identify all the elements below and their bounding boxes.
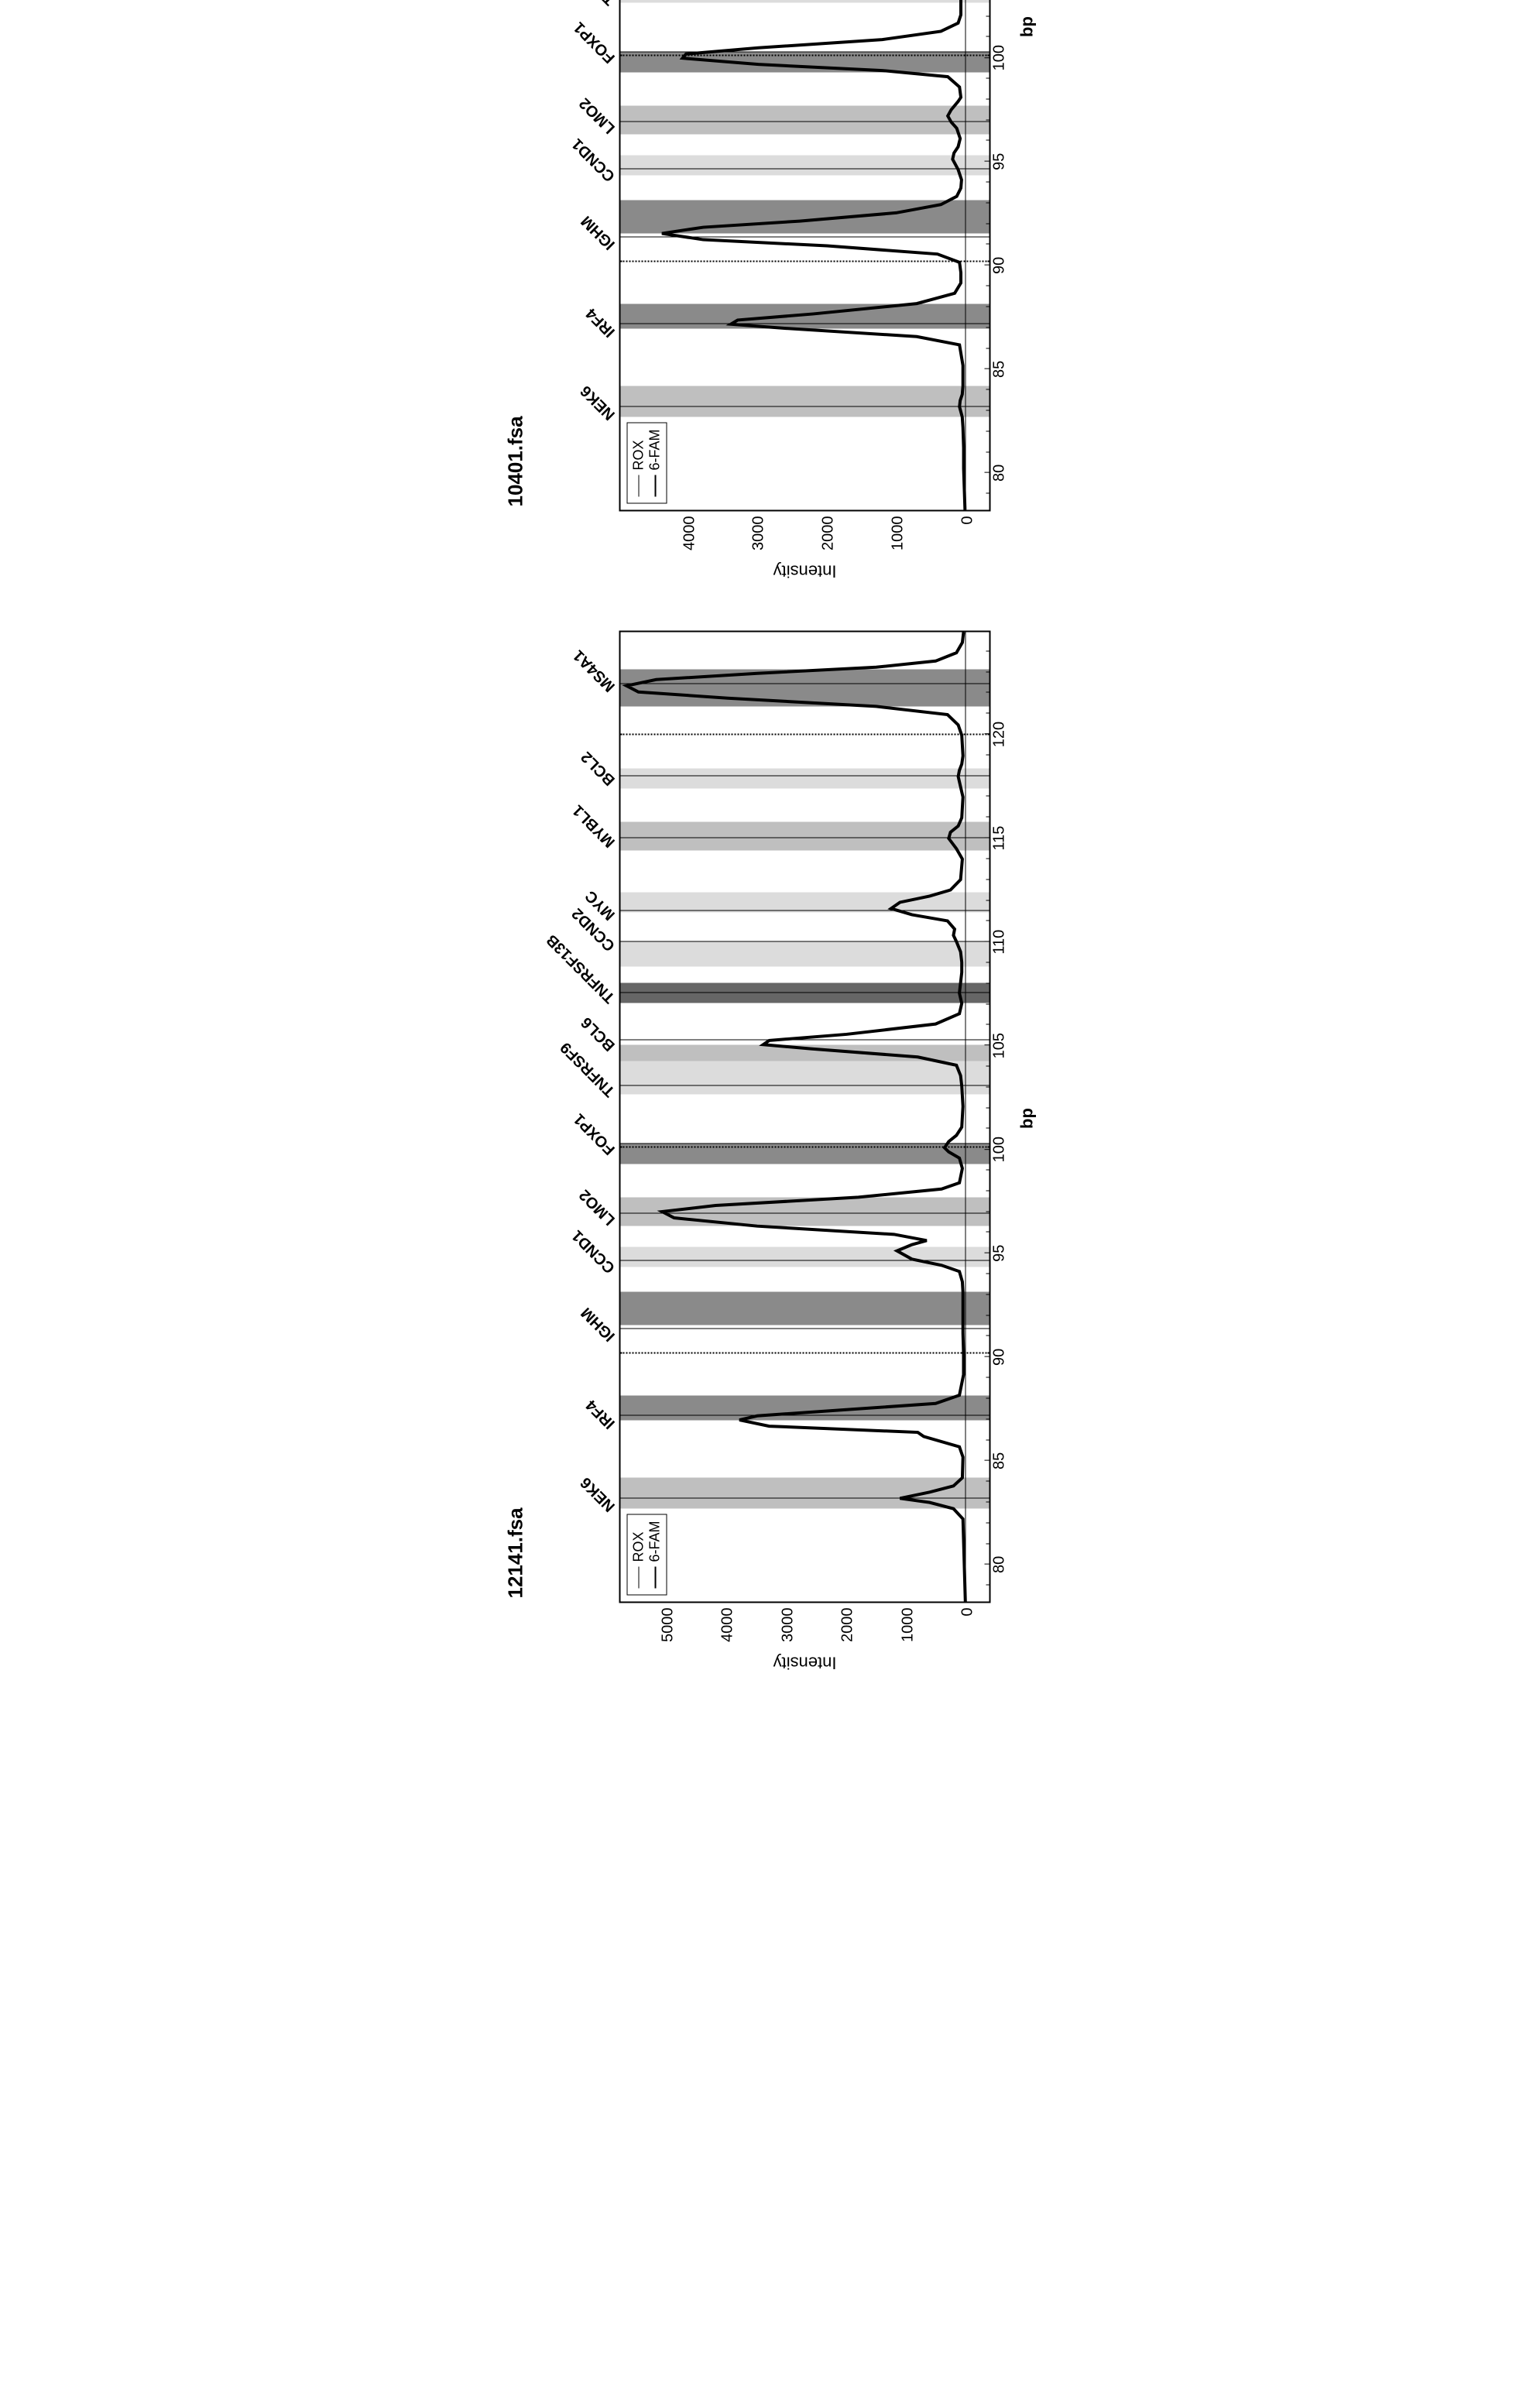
plot-box: ROX6-FAM [619,631,990,1603]
y-axis-label: Intensity [619,558,990,585]
y-tick: 1000 [899,1608,917,1643]
intensity-trace [620,633,989,1602]
x-tick-label: 85 [990,1452,1008,1469]
y-tick: 2000 [839,1608,856,1643]
x-tick: 85 [990,1452,1008,1469]
x-tick-label: 115 [990,826,1008,851]
x-axis-label: bp [1017,631,1037,1606]
x-tick: 115 [990,826,1008,851]
legend-item: 6-FAM [647,1521,663,1588]
x-ticks: 80 85 90 95 100 105 110 115 120 [990,631,1014,1606]
legend-item: ROX [630,1521,647,1588]
x-tick: 80 [990,1556,1008,1573]
x-tick-label: 120 [990,722,1008,747]
y-axis-label: Intensity [619,1650,990,1676]
x-tick: 90 [990,257,1008,274]
legend: ROX6-FAM [626,422,667,503]
gene-label: IRF4 [582,304,619,341]
intensity-trace [620,0,989,510]
chart-title: 12141.fsa [503,631,527,1599]
y-tick: 3000 [779,1608,797,1643]
gene-label: BCL6 [578,1013,619,1054]
chart-title: 10401.fsa [503,0,527,507]
x-tick: 80 [990,465,1008,482]
gene-labels: NEK6IRF4IGHMCCND1LMO2FOXP1TNFRSF9BCL6TNF… [533,631,619,1606]
y-tick: 0 [959,1608,976,1617]
legend-swatch [638,475,639,497]
x-tick-label: 90 [990,1349,1008,1366]
x-tick: 105 [990,1033,1008,1058]
legend-label: 6-FAM [647,429,663,470]
x-tick: 100 [990,45,1008,70]
y-tick: 5000 [659,1608,677,1643]
legend-item: 6-FAM [647,429,663,496]
gene-label: IGHM [578,1304,619,1345]
gene-label: NEK6 [577,1473,619,1515]
chart: 12141.fsaNEK6IRF4IGHMCCND1LMO2FOXP1TNFRS… [503,631,1037,1676]
gene-label: BCL2 [578,747,619,788]
legend-swatch [654,475,656,497]
legend-swatch [638,1567,639,1589]
y-tick: 0 [959,516,976,525]
gene-label: IGHM [578,212,619,253]
gene-label: FOXP1 [570,18,619,67]
gene-label: CCND1 [568,134,619,184]
y-tick: 3000 [749,516,767,551]
y-tick: 2000 [819,516,837,551]
x-tick: 110 [990,930,1008,955]
y-ticks: 0 1000 2000 3000 4000 5000 [619,1603,990,1650]
x-tick-label: 95 [990,1245,1008,1262]
chart: 10401.fsa NEK6 IRF4 IGHM CCND1LMO2 FOXP1 TNFRS… [503,0,1037,585]
x-tick-label: 95 [990,153,1008,170]
x-tick: 95 [990,1245,1008,1262]
x-tick-label: 80 [990,465,1008,482]
legend: ROX6-FAM [626,1514,667,1595]
legend-item: ROX [630,429,647,496]
gene-label: MYBL1 [569,801,619,851]
x-tick-label: 85 [990,361,1008,378]
x-tick: 85 [990,361,1008,378]
gene-label: TNFRSF9 [557,0,619,9]
plot-box: ROX6-FAM [619,0,990,512]
gene-label: FOXP1 [570,1109,619,1158]
x-tick-label: 100 [990,1137,1008,1162]
x-tick-label: 110 [990,930,1008,955]
gene-label: LMO2 [575,94,619,137]
legend-label: 6-FAM [647,1521,663,1562]
gene-labels: NEK6IRF4IGHMCCND1LMO2FOXP1TNFRSF9BCL6TNF… [533,0,619,515]
gene-label: NEK6 [577,382,619,423]
y-tick: 4000 [719,1608,736,1643]
y-tick: 4000 [681,516,698,551]
x-tick: 120 [990,722,1008,747]
x-ticks: 80859095100105110115120 [990,0,1014,515]
x-tick: 100 [990,1137,1008,1162]
legend-label: ROX [630,1531,647,1562]
x-tick-label: 90 [990,257,1008,274]
gene-label: LMO2 [575,1185,619,1229]
x-tick-label: 105 [990,1033,1008,1058]
x-tick: 95 [990,153,1008,170]
x-tick: 90 [990,1349,1008,1366]
x-tick-label: 100 [990,45,1008,70]
x-tick-label: 80 [990,1556,1008,1573]
y-ticks: 0 1000 2000 3000 4000 [619,512,990,558]
x-axis-label: bp [1017,0,1037,515]
legend-label: ROX [630,440,647,470]
legend-swatch [654,1567,656,1589]
gene-label: CCND1 [568,1226,619,1276]
y-tick: 1000 [889,516,907,551]
gene-label: IRF4 [582,1396,619,1432]
gene-label: MS4A1 [570,646,619,694]
